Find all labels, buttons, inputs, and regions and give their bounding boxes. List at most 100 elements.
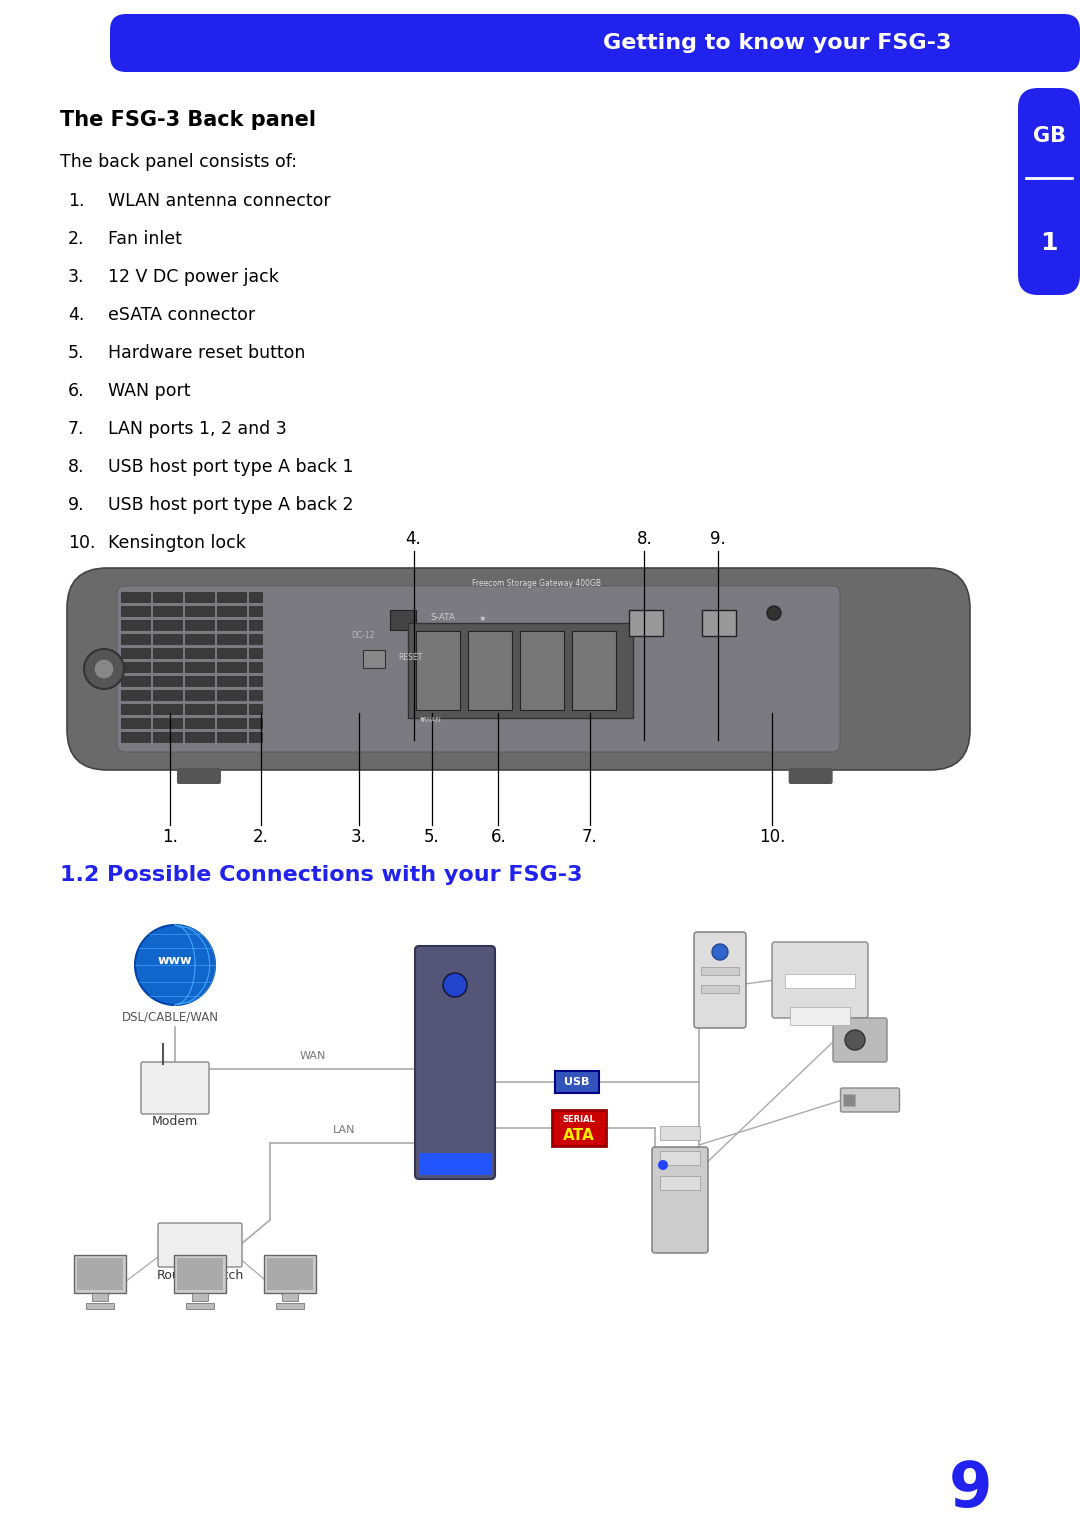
FancyBboxPatch shape [217, 605, 247, 618]
FancyBboxPatch shape [117, 586, 840, 752]
FancyBboxPatch shape [217, 719, 247, 729]
Text: USB host port type A back 1: USB host port type A back 1 [108, 459, 353, 476]
Circle shape [658, 1161, 669, 1170]
FancyBboxPatch shape [121, 635, 151, 645]
FancyBboxPatch shape [217, 676, 247, 687]
Text: WAN port: WAN port [108, 382, 190, 401]
FancyBboxPatch shape [1018, 89, 1080, 295]
FancyBboxPatch shape [217, 592, 247, 602]
Text: 10.: 10. [68, 534, 95, 552]
FancyBboxPatch shape [177, 768, 221, 784]
Text: DC-12: DC-12 [351, 631, 375, 641]
Text: WAN: WAN [300, 1050, 326, 1061]
FancyBboxPatch shape [217, 635, 247, 645]
FancyBboxPatch shape [249, 732, 264, 743]
Text: 2.: 2. [253, 829, 269, 846]
FancyBboxPatch shape [267, 1258, 313, 1290]
Text: ★: ★ [478, 613, 486, 622]
FancyBboxPatch shape [217, 662, 247, 673]
Text: 4.: 4. [68, 306, 84, 324]
FancyBboxPatch shape [282, 1294, 298, 1301]
FancyBboxPatch shape [121, 662, 151, 673]
FancyBboxPatch shape [416, 631, 460, 709]
FancyBboxPatch shape [788, 768, 833, 784]
FancyBboxPatch shape [185, 719, 215, 729]
Text: 6.: 6. [490, 829, 507, 846]
Text: 3.: 3. [351, 829, 367, 846]
Text: 1: 1 [1040, 231, 1057, 255]
FancyBboxPatch shape [185, 703, 215, 716]
Circle shape [443, 972, 467, 997]
Circle shape [767, 605, 781, 619]
FancyBboxPatch shape [249, 648, 264, 659]
Text: 1.2 Possible Connections with your FSG-3: 1.2 Possible Connections with your FSG-3 [60, 865, 582, 885]
FancyBboxPatch shape [153, 690, 183, 700]
Text: ▼WAN: ▼WAN [420, 716, 442, 722]
FancyBboxPatch shape [276, 1303, 303, 1309]
FancyBboxPatch shape [701, 985, 739, 992]
Text: 10.: 10. [759, 829, 785, 846]
FancyBboxPatch shape [660, 1151, 700, 1165]
Text: ATA: ATA [563, 1128, 595, 1144]
Text: LAN: LAN [334, 1125, 355, 1135]
FancyBboxPatch shape [789, 1008, 850, 1024]
Text: Hardware reset button: Hardware reset button [108, 344, 306, 362]
FancyBboxPatch shape [121, 648, 151, 659]
FancyBboxPatch shape [833, 1018, 887, 1063]
Text: WLAN antenna connector: WLAN antenna connector [108, 193, 330, 209]
Text: GB: GB [1032, 125, 1066, 145]
FancyBboxPatch shape [110, 14, 1080, 72]
FancyBboxPatch shape [217, 690, 247, 700]
FancyBboxPatch shape [121, 592, 151, 602]
Circle shape [845, 1031, 865, 1050]
FancyBboxPatch shape [153, 592, 183, 602]
Circle shape [84, 648, 124, 690]
FancyBboxPatch shape [153, 648, 183, 659]
FancyBboxPatch shape [185, 605, 215, 618]
FancyBboxPatch shape [249, 605, 264, 618]
FancyBboxPatch shape [121, 703, 151, 716]
Text: USB: USB [565, 1076, 590, 1087]
FancyBboxPatch shape [153, 619, 183, 631]
FancyBboxPatch shape [249, 619, 264, 631]
FancyBboxPatch shape [185, 592, 215, 602]
FancyBboxPatch shape [660, 1125, 700, 1141]
FancyBboxPatch shape [249, 676, 264, 687]
Text: 5.: 5. [68, 344, 84, 362]
FancyBboxPatch shape [153, 605, 183, 618]
FancyBboxPatch shape [572, 631, 616, 709]
Text: The back panel consists of:: The back panel consists of: [60, 153, 297, 171]
FancyBboxPatch shape [185, 732, 215, 743]
Text: The FSG-3 Back panel: The FSG-3 Back panel [60, 110, 316, 130]
Text: Freecom Storage Gateway 400GB: Freecom Storage Gateway 400GB [472, 579, 602, 589]
FancyBboxPatch shape [552, 1110, 606, 1147]
FancyBboxPatch shape [217, 648, 247, 659]
Text: SERIAL: SERIAL [563, 1116, 595, 1124]
Text: 9: 9 [948, 1460, 991, 1520]
Text: S-ATA: S-ATA [430, 613, 455, 622]
FancyBboxPatch shape [153, 662, 183, 673]
FancyBboxPatch shape [192, 1294, 208, 1301]
FancyBboxPatch shape [153, 719, 183, 729]
Text: 9.: 9. [710, 531, 726, 547]
FancyBboxPatch shape [842, 1095, 854, 1105]
FancyBboxPatch shape [158, 1223, 242, 1268]
Text: 8.: 8. [636, 531, 652, 547]
FancyBboxPatch shape [121, 732, 151, 743]
Text: www: www [158, 954, 192, 966]
FancyBboxPatch shape [185, 676, 215, 687]
FancyBboxPatch shape [121, 719, 151, 729]
FancyBboxPatch shape [249, 662, 264, 673]
FancyBboxPatch shape [629, 610, 663, 636]
FancyBboxPatch shape [660, 1176, 700, 1190]
FancyBboxPatch shape [92, 1294, 108, 1301]
FancyBboxPatch shape [363, 650, 384, 668]
FancyBboxPatch shape [249, 719, 264, 729]
FancyBboxPatch shape [185, 635, 215, 645]
FancyBboxPatch shape [785, 974, 855, 988]
Text: 1.: 1. [162, 829, 178, 846]
Text: Router/Switch: Router/Switch [157, 1268, 244, 1281]
FancyBboxPatch shape [217, 619, 247, 631]
FancyBboxPatch shape [121, 690, 151, 700]
FancyBboxPatch shape [177, 1258, 222, 1290]
